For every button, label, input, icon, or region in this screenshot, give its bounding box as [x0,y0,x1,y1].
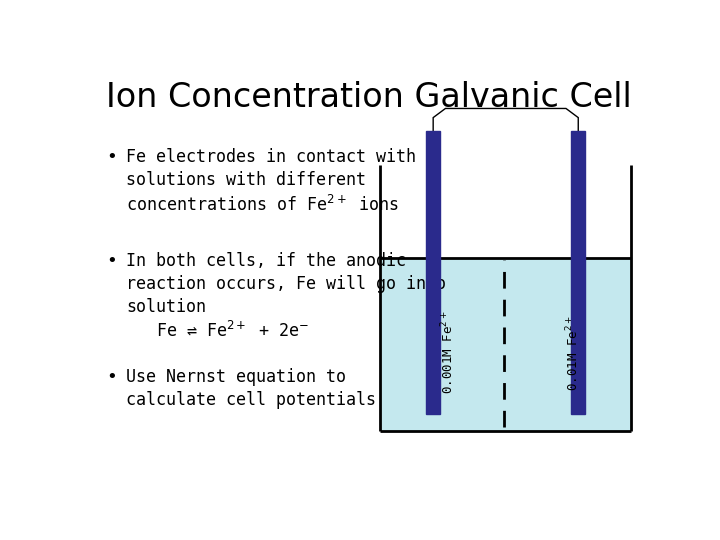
Text: Use Nernst equation to
calculate cell potentials: Use Nernst equation to calculate cell po… [126,368,377,409]
Text: Ion Concentration Galvanic Cell: Ion Concentration Galvanic Cell [106,82,632,114]
Text: 0.001M Fe$^{2+}$: 0.001M Fe$^{2+}$ [439,311,456,395]
Text: •: • [107,252,117,270]
Text: •: • [107,148,117,166]
Text: 0.01M Fe$^{2+}$: 0.01M Fe$^{2+}$ [565,315,582,391]
Bar [380,258,631,431]
Text: In both cells, if the anodic
reaction occurs, Fe will go into
solution
   Fe ⇌ F: In both cells, if the anodic reaction oc… [126,252,446,341]
Bar [426,131,440,414]
Text: •: • [107,368,117,386]
Bar [571,131,585,414]
Text: Fe electrodes in contact with
solutions with different
concentrations of Fe$^{2+: Fe electrodes in contact with solutions … [126,148,416,214]
